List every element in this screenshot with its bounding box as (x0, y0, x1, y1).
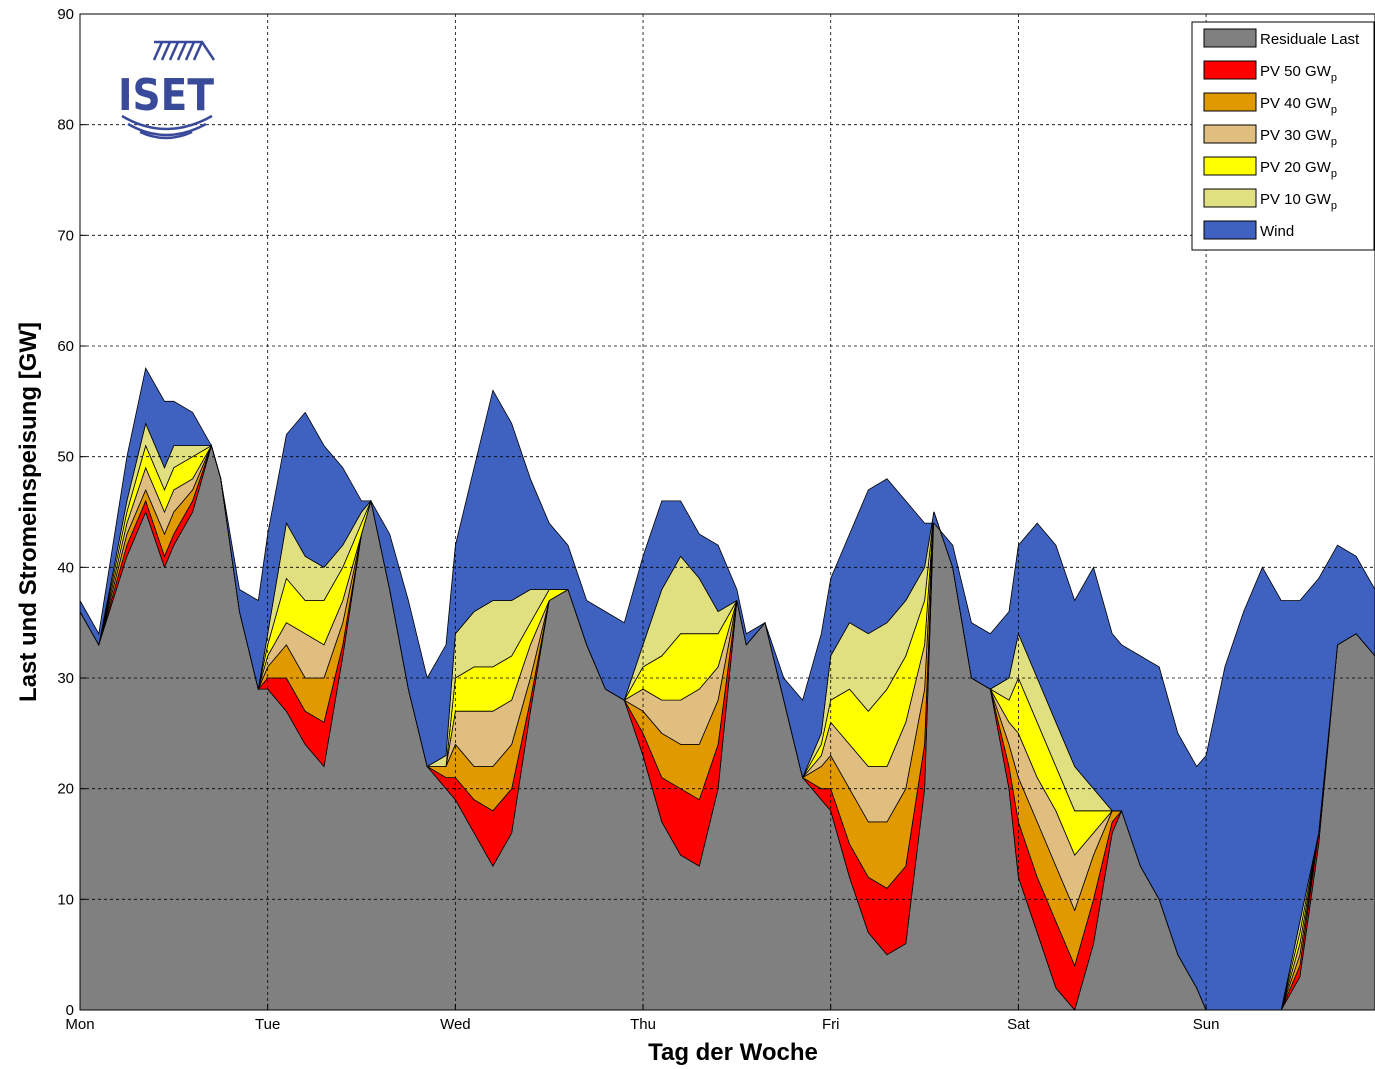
legend-swatch-pv-50-gw (1203, 60, 1257, 80)
y-tick-label: 20 (57, 781, 74, 798)
y-axis: 0 10 20 30 40 50 60 70 80 90 (57, 6, 86, 1019)
legend-swatch-pv-40-gw (1203, 92, 1257, 112)
legend-label-pv-50-gw: PV 50 GWp (1260, 63, 1337, 84)
x-tick-label: Fri (822, 1016, 840, 1033)
legend-swatch-pv-20-gw (1203, 156, 1257, 176)
legend-swatch-pv-10-gw (1203, 188, 1257, 208)
x-tick-label: Sun (1193, 1016, 1220, 1033)
legend-swatch-residuale-last (1203, 28, 1257, 48)
y-tick-label: 80 (57, 117, 74, 134)
logo-stripes-icon (121, 40, 216, 140)
y-tick-label: 70 (57, 227, 74, 244)
y-axis-title: Last und Stromeinspeisung [GW] (15, 322, 42, 702)
x-tick-label: Tue (255, 1016, 280, 1033)
y-tick-label: 10 (57, 891, 74, 908)
legend-label-pv-40-gw: PV 40 GWp (1260, 95, 1337, 116)
legend-label-pv-20-gw: PV 20 GWp (1260, 159, 1337, 180)
legend-label-pv-30-gw: PV 30 GWp (1260, 127, 1337, 148)
plot-frame (79, 13, 1375, 1011)
legend-swatch-wind (1203, 220, 1257, 240)
y-tick-label: 40 (57, 559, 74, 576)
legend-label-residuale-last: Residuale Last (1260, 31, 1360, 48)
logo-text: ISET (118, 70, 214, 121)
x-tick-label: Mon (65, 1016, 94, 1033)
legend-swatch-pv-30-gw (1203, 124, 1257, 144)
y-tick-label: 50 (57, 449, 74, 466)
x-tick-label: Thu (630, 1016, 656, 1033)
stacked-areas (79, 366, 1375, 1011)
legend-label-pv-10-gw: PV 10 GWp (1260, 191, 1337, 212)
y-tick-label: 30 (57, 670, 74, 687)
area-wind (79, 366, 1375, 1011)
x-tick-label: Wed (440, 1016, 471, 1033)
x-axis: Mon Tue Wed Thu Fri Sat Sun (65, 1004, 1219, 1033)
iset-logo: ISET (118, 40, 216, 140)
x-tick-label: Sat (1007, 1016, 1030, 1033)
x-axis-title: Tag der Woche (648, 1039, 818, 1066)
legend-label-wind: Wind (1260, 223, 1294, 240)
y-tick-label: 0 (66, 1002, 74, 1019)
y-tick-label: 60 (57, 338, 74, 355)
grid-lines (80, 14, 1375, 1010)
legend: Residuale Last PV 50 GWp PV 40 GWp PV 30 GW… (1191, 21, 1375, 251)
y-tick-label: 90 (57, 6, 74, 23)
